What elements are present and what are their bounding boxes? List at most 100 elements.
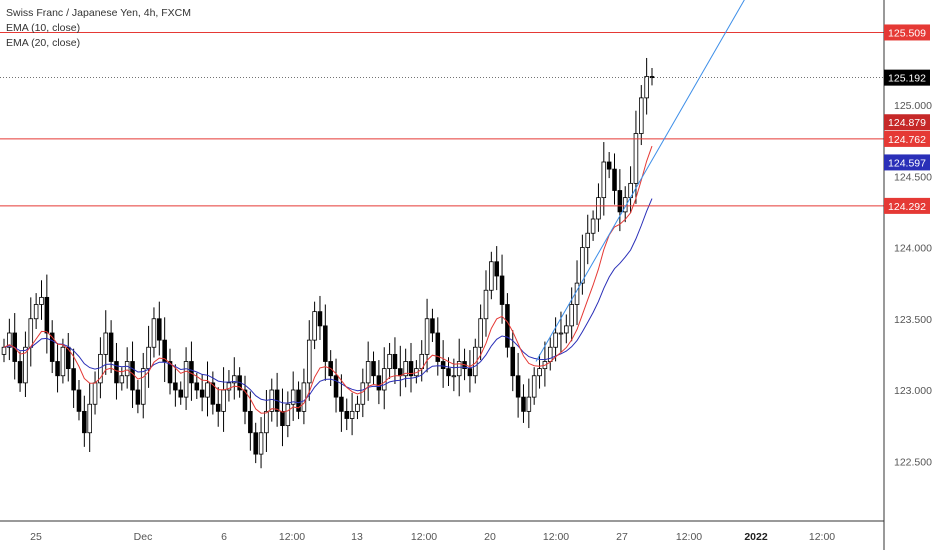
- candle: [365, 341, 371, 401]
- candle: [489, 251, 494, 300]
- candle-body: [317, 311, 323, 327]
- candle: [515, 352, 521, 418]
- candle-body: [232, 375, 237, 384]
- x-tick-label: 12:00: [411, 531, 437, 543]
- candle: [157, 301, 162, 356]
- candle-body: [108, 332, 114, 362]
- candle-body: [103, 332, 109, 355]
- candle: [590, 210, 596, 241]
- candle: [39, 280, 44, 320]
- candle-body: [39, 296, 44, 305]
- candle-body: [65, 346, 71, 370]
- ema-fast-label: EMA (10, close): [6, 22, 81, 34]
- y-tick-label: 124.500: [894, 171, 932, 183]
- candle: [108, 320, 114, 374]
- candle: [312, 301, 317, 350]
- candle-body: [612, 168, 617, 191]
- candle-body: [194, 382, 200, 391]
- candle-body: [119, 375, 125, 384]
- candle-body: [210, 382, 216, 405]
- candle: [173, 364, 178, 407]
- candle-body: [167, 361, 173, 384]
- candle-body: [564, 325, 569, 334]
- candle-body: [355, 403, 360, 412]
- candle: [355, 395, 360, 420]
- candle-body: [580, 247, 585, 284]
- candle: [612, 153, 617, 205]
- candle: [376, 360, 382, 405]
- candle-body: [435, 332, 441, 362]
- chart-legend: Swiss Franc / Japanese Yen, 4h, FXCM EMA…: [6, 6, 191, 51]
- candle-body: [644, 76, 649, 99]
- candle-body: [269, 389, 275, 412]
- candle-body: [451, 375, 457, 378]
- y-tick-label: 125.000: [894, 100, 932, 112]
- price-badge: 124.762: [884, 130, 930, 147]
- y-tick-label: 123.000: [894, 385, 932, 397]
- candle-body: [349, 410, 355, 419]
- candle-body: [424, 318, 430, 355]
- price-badge-bg: [884, 154, 930, 171]
- candle-body: [574, 282, 580, 305]
- candle: [60, 338, 66, 384]
- candle-body: [312, 311, 317, 341]
- candle: [183, 347, 189, 410]
- x-tick-label: 25: [30, 531, 42, 543]
- candle-body: [33, 304, 39, 320]
- candle: [317, 295, 323, 340]
- candle-body: [622, 197, 628, 213]
- candle: [494, 246, 499, 291]
- price-badge: 124.879: [884, 114, 930, 131]
- candle: [1, 338, 7, 363]
- candle-body: [381, 368, 387, 391]
- candle-body: [472, 346, 478, 377]
- x-tick-label: 13: [351, 531, 363, 543]
- candle: [547, 337, 553, 371]
- candle: [65, 333, 71, 382]
- candle: [596, 183, 601, 232]
- candle: [526, 378, 532, 429]
- candle-body: [606, 161, 612, 170]
- price-badge-bg: [884, 69, 930, 86]
- candle-body: [7, 332, 12, 348]
- candle-body: [494, 261, 499, 277]
- candle: [232, 357, 237, 400]
- price-badge-bg: [884, 24, 930, 41]
- candle: [622, 186, 628, 223]
- candle: [264, 390, 269, 452]
- candle: [306, 320, 312, 401]
- candle-body: [569, 304, 574, 327]
- candle-body: [76, 389, 82, 412]
- price-badge: 124.597: [884, 154, 930, 171]
- candle-body: [114, 361, 119, 384]
- candle-body: [408, 361, 414, 377]
- candle-body: [333, 375, 339, 398]
- candle-body: [360, 382, 366, 405]
- candle-body: [344, 410, 350, 419]
- candle: [601, 142, 607, 216]
- candle: [33, 293, 39, 330]
- candle: [71, 348, 76, 408]
- candle-body: [601, 161, 607, 199]
- candle-body: [189, 361, 194, 384]
- candle-body: [285, 403, 291, 427]
- candle: [360, 368, 366, 418]
- candle: [585, 214, 591, 265]
- candle-body: [339, 396, 344, 412]
- candle: [82, 395, 87, 447]
- candle-body: [403, 361, 408, 377]
- candle-body: [215, 403, 221, 412]
- candle-body: [178, 389, 184, 398]
- candle-body: [248, 410, 253, 434]
- candle-body: [446, 368, 451, 377]
- candle-body: [28, 318, 34, 348]
- candle: [290, 371, 296, 421]
- candle-body: [558, 332, 564, 335]
- candle-body: [162, 339, 167, 362]
- price-badge-label: 124.292: [888, 201, 926, 213]
- x-tick-label: 2022: [744, 531, 768, 543]
- candle-body: [173, 382, 178, 391]
- candle-body: [467, 368, 473, 377]
